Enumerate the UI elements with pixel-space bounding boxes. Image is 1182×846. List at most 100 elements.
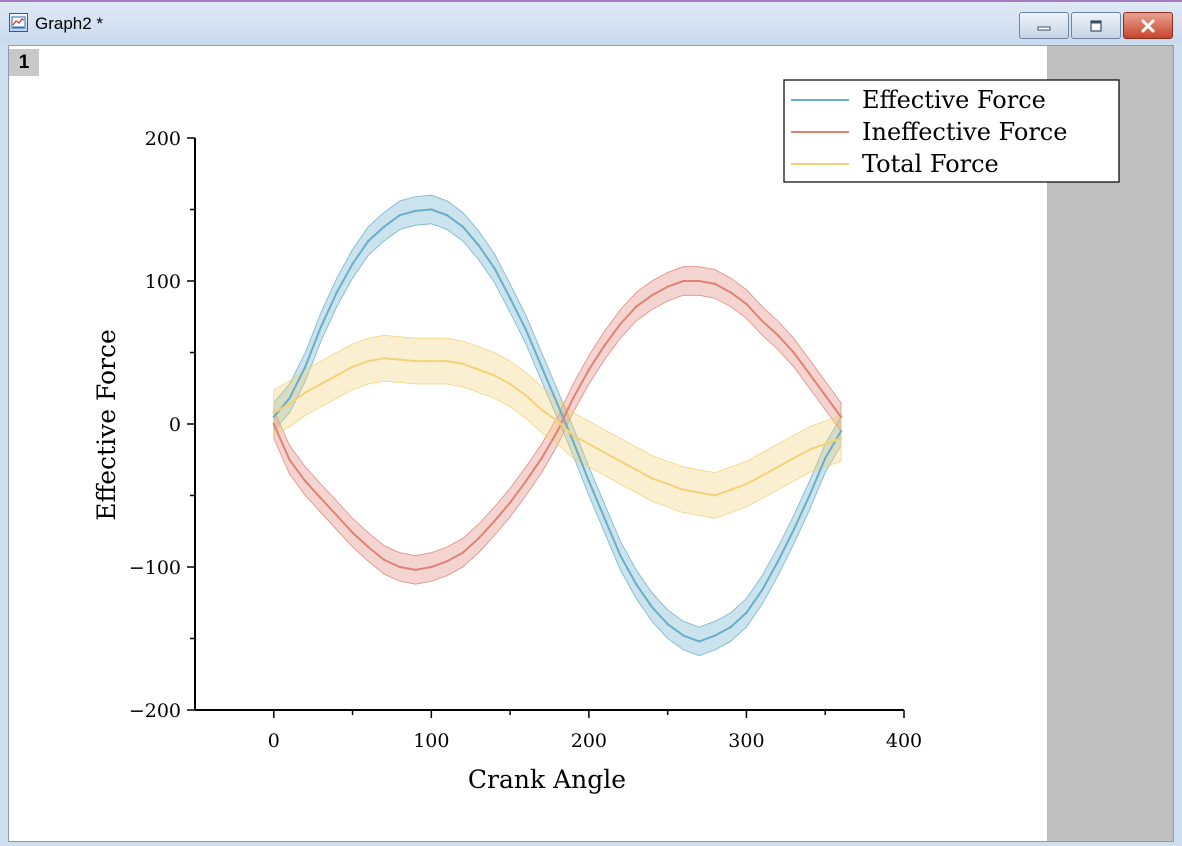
data-point [477, 368, 480, 371]
close-icon [1141, 19, 1155, 32]
data-point [682, 279, 685, 283]
data-point [587, 368, 591, 371]
data-point [634, 582, 638, 586]
data-point [619, 459, 622, 463]
data-point [745, 482, 748, 486]
data-point [745, 611, 748, 614]
data-point [666, 482, 669, 486]
data-point [697, 491, 701, 494]
series-lines [272, 208, 843, 643]
data-point [824, 394, 827, 397]
x-tick-label: 300 [728, 730, 764, 752]
data-point [713, 634, 717, 637]
chart-area: 0 100 200 300 400 −200 −100 0 100 200 Crank Angle… [92, 79, 1120, 794]
data-point [477, 537, 480, 540]
data-point [587, 442, 591, 446]
x-axis-title: Crank Angle [468, 765, 626, 794]
data-point [398, 214, 402, 217]
data-point [792, 457, 795, 460]
graph-page[interactable]: 1 0 100 200 300 400 −200 −100 0 100 200 Crank Ang… [8, 45, 1174, 842]
x-tick-label: 400 [886, 730, 922, 752]
data-point [524, 480, 528, 483]
data-point [508, 382, 512, 386]
band-total-force [273, 334, 842, 519]
data-point [351, 531, 354, 534]
x-tick-label: 100 [413, 730, 449, 752]
y-tick-label: 200 [145, 128, 181, 150]
y-tick-label: 0 [169, 414, 181, 436]
data-point [524, 394, 528, 397]
data-point [430, 359, 433, 363]
data-point [603, 344, 606, 347]
data-point [682, 634, 685, 637]
data-point [650, 294, 654, 297]
data-point [776, 465, 780, 469]
data-point [351, 262, 354, 266]
data-point [319, 382, 323, 386]
data-point [761, 588, 764, 592]
data-point [792, 528, 795, 532]
data-point [808, 494, 811, 497]
data-point [603, 517, 606, 520]
maximize-icon [1090, 19, 1102, 32]
legend-label: Total Force [862, 150, 999, 178]
data-point [776, 334, 780, 337]
data-point [445, 359, 449, 363]
data-point [335, 291, 338, 294]
data-point [682, 488, 685, 491]
data-point [304, 391, 307, 394]
data-point [461, 225, 465, 228]
data-point [382, 225, 386, 228]
minimize-icon [1037, 26, 1051, 30]
legend[interactable]: Effective Force Ineffective Force Total Fo… [783, 79, 1120, 183]
data-point [493, 374, 496, 377]
data-point [367, 359, 370, 363]
data-point [398, 565, 402, 569]
data-point [808, 448, 811, 451]
data-point [587, 480, 591, 483]
data-point [761, 474, 764, 477]
data-point [288, 402, 291, 406]
data-point [430, 565, 433, 569]
data-point [335, 374, 338, 377]
data-point [319, 325, 323, 328]
data-point [713, 282, 717, 286]
data-point [493, 266, 496, 270]
title-bar[interactable]: Graph2 * [0, 2, 1182, 44]
data-point [650, 477, 654, 480]
data-point [634, 468, 638, 471]
data-point [666, 623, 669, 626]
data-point [603, 451, 606, 454]
window-title: Graph2 * [35, 14, 104, 33]
data-point [414, 568, 417, 572]
data-point [382, 558, 386, 562]
data-point [571, 397, 575, 400]
data-point [367, 545, 370, 549]
data-point [666, 285, 669, 288]
legend-label: Ineffective Force [862, 118, 1067, 146]
data-point [414, 359, 417, 363]
y-tick-label: 100 [145, 271, 181, 293]
maximize-button[interactable] [1071, 12, 1121, 39]
layer-tab[interactable]: 1 [9, 49, 39, 76]
data-point [272, 422, 275, 426]
data-point [508, 296, 512, 300]
data-point [761, 319, 764, 323]
data-point [382, 357, 386, 360]
data-point [272, 415, 275, 419]
data-point [729, 625, 732, 629]
minimize-button[interactable] [1019, 12, 1069, 39]
graph-app-icon[interactable] [9, 13, 28, 32]
x-tick-label: 200 [571, 730, 607, 752]
data-point [351, 365, 354, 368]
data-point [556, 419, 559, 423]
data-point [556, 402, 559, 406]
close-button[interactable] [1123, 12, 1173, 39]
data-point [430, 208, 433, 211]
x-tick-label: 0 [268, 730, 280, 752]
data-point [776, 560, 780, 563]
data-point [272, 411, 275, 414]
data-point [367, 239, 370, 243]
y-axis-title: Effective Force [92, 329, 121, 521]
